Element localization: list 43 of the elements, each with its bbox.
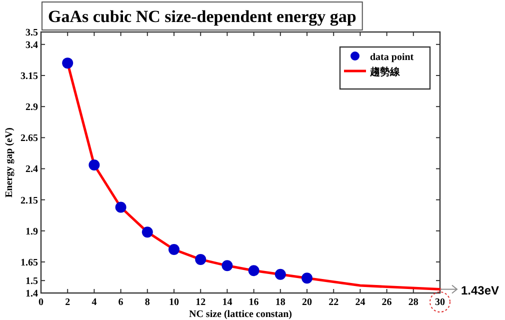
annotation: 1.43eV (461, 283, 500, 298)
y-axis-title: Energy gap (eV) (4, 128, 15, 198)
x-axis-title: NC size (lattice constan) (188, 309, 292, 320)
y-tick-label: 2.9 (26, 102, 38, 114)
point (88, 159, 100, 170)
x-tick-label: 0 (38, 297, 44, 308)
chart-title: GaAs cubic NC size-dependent energy gap (48, 7, 356, 26)
point (115, 202, 126, 213)
x-tick-label: 18 (275, 297, 286, 308)
x-tick-label: 4 (92, 297, 97, 308)
point (62, 58, 74, 69)
y-tick-label: 3.5 (26, 28, 38, 38)
point (168, 244, 180, 255)
x-tick-label: 14 (222, 297, 232, 308)
x-tick-label: 16 (248, 297, 259, 308)
y-tick-label: 1.65 (20, 257, 38, 268)
x-tick-label: 8 (144, 297, 150, 308)
x-tick-label: 6 (118, 297, 124, 308)
point (248, 265, 260, 276)
y-tick-label: 2.4 (26, 164, 38, 176)
x-tick-label: 22 (328, 297, 339, 308)
point (195, 254, 206, 265)
x-tick-label: 10 (169, 297, 179, 308)
y-tick-label: 1.9 (26, 226, 38, 238)
x-tick-label: 20 (302, 297, 312, 308)
x-tick-label: 26 (382, 297, 392, 308)
y-tick-label: 2.15 (20, 195, 38, 206)
point (274, 268, 286, 280)
point (302, 272, 312, 284)
legend-label: 趨勢線 (369, 66, 401, 78)
x-tick-label: 12 (196, 297, 206, 308)
point (222, 260, 233, 272)
x-tick-label: 24 (355, 297, 366, 308)
y-tick-label: 2.65 (20, 133, 38, 144)
y-tick-label: 1.5 (26, 276, 38, 288)
x-tick-label: 2 (65, 297, 70, 308)
y-tick-label: 3.4 (26, 40, 38, 51)
point (142, 226, 153, 238)
x-tick-label: 28 (408, 297, 418, 308)
x-tick-label: 30 (435, 297, 445, 308)
y-tick-label: 3.15 (20, 71, 38, 82)
legend-label: data point (370, 52, 414, 63)
y-tick-label: 1.4 (26, 288, 38, 300)
